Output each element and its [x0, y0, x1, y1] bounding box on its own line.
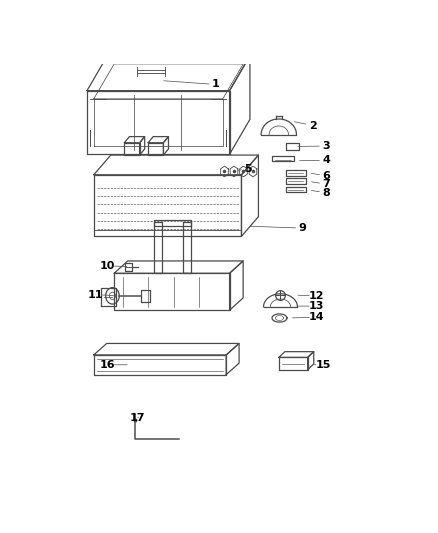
Text: 7: 7 — [322, 179, 330, 189]
Text: 6: 6 — [322, 171, 330, 181]
Text: 1: 1 — [212, 79, 220, 90]
Text: 5: 5 — [244, 164, 252, 174]
Text: 17: 17 — [130, 413, 146, 423]
Text: 4: 4 — [322, 156, 330, 165]
Text: 15: 15 — [315, 360, 331, 370]
Text: 10: 10 — [100, 261, 115, 271]
Text: 8: 8 — [322, 188, 330, 198]
Text: 12: 12 — [308, 291, 324, 301]
Text: 9: 9 — [299, 223, 307, 233]
Text: 2: 2 — [309, 120, 317, 131]
Text: 11: 11 — [88, 289, 103, 300]
Text: 3: 3 — [322, 141, 330, 151]
Text: 13: 13 — [308, 301, 324, 311]
Text: 14: 14 — [308, 312, 324, 322]
Text: 16: 16 — [99, 360, 115, 370]
